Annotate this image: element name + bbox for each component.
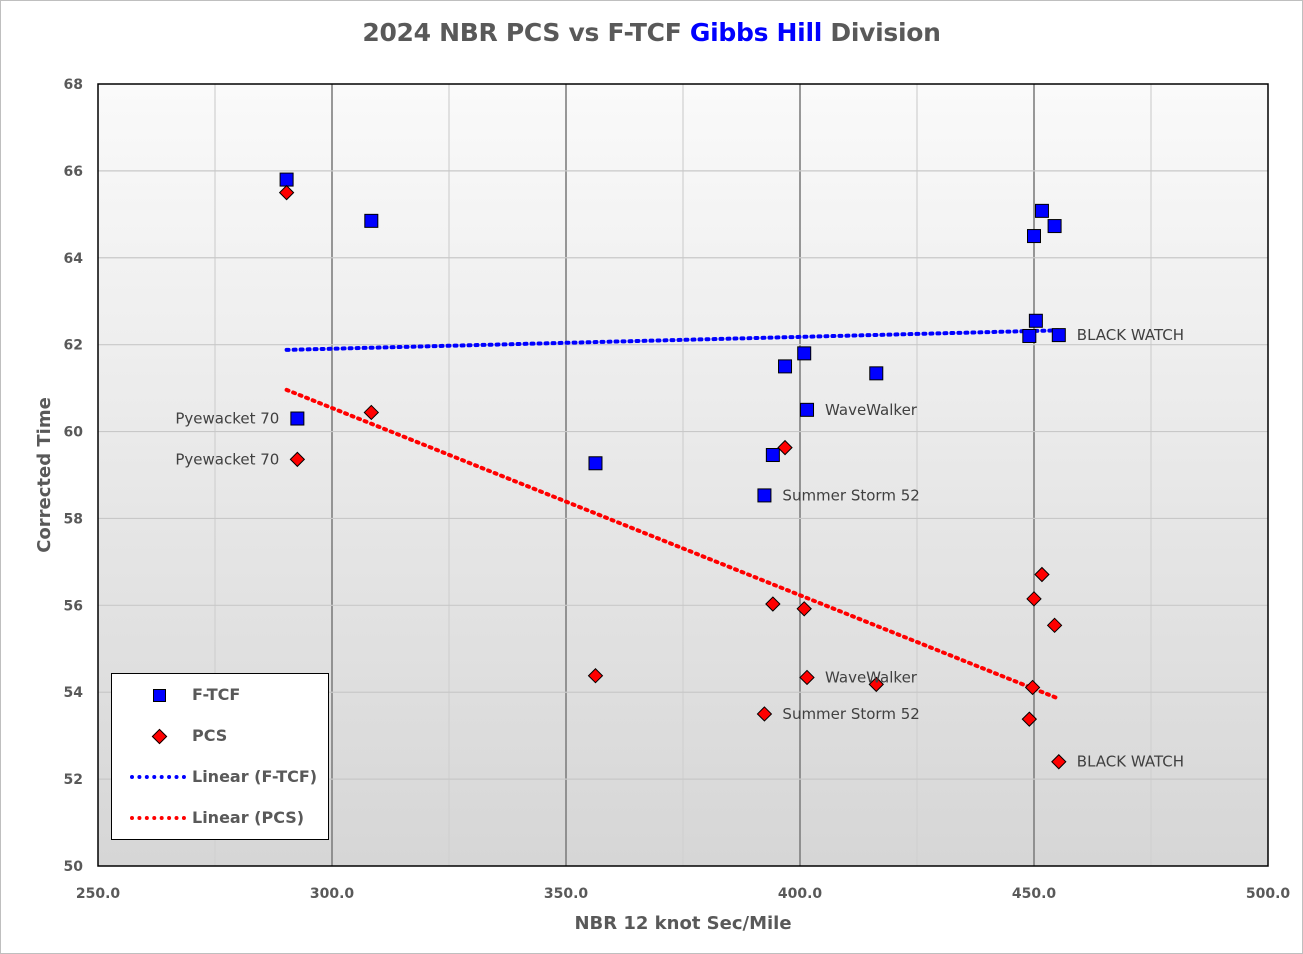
x-tick-label: 300.0 — [310, 886, 355, 902]
data-point-diamond — [777, 439, 793, 456]
x-tick-label: 350.0 — [544, 886, 589, 902]
data-point-square — [1027, 229, 1041, 244]
data-point-square — [765, 448, 780, 463]
legend-item-linear-pcs: Linear (PCS) — [112, 806, 328, 830]
legend-label: Linear (F-TCF) — [192, 767, 318, 786]
legend-label: F-TCF — [192, 685, 241, 704]
point-label: WaveWalker — [825, 668, 918, 686]
data-point-square — [588, 456, 603, 471]
title-prefix: 2024 NBR PCS vs F-TCF — [362, 18, 690, 47]
data-point-diamond — [1024, 679, 1041, 696]
legend-label: Linear (PCS) — [192, 808, 305, 827]
y-tick-label: 54 — [64, 685, 84, 701]
data-point-square — [1028, 313, 1043, 328]
data-point-square — [1034, 203, 1049, 218]
data-point-diamond — [1046, 617, 1063, 634]
data-point-square — [800, 402, 815, 417]
y-tick-label: 56 — [64, 598, 83, 614]
data-point-diamond — [765, 596, 781, 612]
legend: F-TCF PCS Linear (F-TCF) Linear (PCS) — [111, 673, 329, 840]
legend-item-ftcf: F-TCF — [112, 683, 328, 707]
diamond-marker-icon — [151, 728, 168, 745]
data-point-diamond — [1034, 566, 1050, 583]
y-tick-label: 52 — [64, 772, 83, 788]
data-point-diamond — [289, 451, 306, 468]
data-point-diamond — [278, 184, 295, 201]
point-labels: Pyewacket 70 Summer Storm 52 WaveWalker BLA… — [175, 326, 1184, 771]
dotted-line-icon — [130, 775, 186, 779]
data-point-square — [364, 213, 379, 228]
legend-label: PCS — [192, 726, 228, 745]
data-point-diamond — [1026, 591, 1042, 607]
data-point-square — [1022, 328, 1037, 343]
axis-ticks: 250.0 300.0 350.0 400.0 450.0 500.0 50 52 54 56 58… — [64, 77, 1291, 902]
legend-item-pcs: PCS — [112, 724, 328, 748]
data-point-square — [290, 411, 305, 426]
x-axis-title: NBR 12 knot Sec/Mile — [574, 913, 791, 934]
point-label: WaveWalker — [825, 401, 918, 419]
y-tick-label: 60 — [64, 425, 84, 441]
trendline — [284, 387, 1061, 701]
trendline — [284, 328, 1061, 352]
point-label: BLACK WATCH — [1077, 326, 1184, 344]
y-axis-title: Corrected Time — [34, 397, 55, 553]
title-highlight: Gibbs Hill — [689, 18, 822, 47]
y-tick-label: 64 — [64, 251, 84, 267]
data-point-square — [279, 172, 294, 187]
data-point-diamond — [868, 676, 884, 693]
data-point-square — [1047, 219, 1062, 234]
x-tick-label: 450.0 — [1012, 886, 1057, 902]
point-label: BLACK WATCH — [1077, 753, 1184, 771]
y-tick-label: 66 — [64, 164, 83, 180]
gridlines — [98, 84, 1268, 866]
dotted-line-icon — [130, 816, 186, 820]
y-tick-label: 68 — [64, 77, 83, 93]
point-label: Pyewacket 70 — [175, 410, 279, 428]
data-point-diamond — [799, 669, 815, 686]
data-point-diamond — [1021, 711, 1038, 727]
data-point-square — [797, 346, 812, 361]
legend-item-linear-ftcf: Linear (F-TCF) — [112, 765, 328, 789]
data-point-square — [757, 488, 772, 503]
x-tick-label: 400.0 — [778, 886, 823, 902]
data-point-square — [778, 359, 793, 374]
data-points — [278, 172, 1067, 770]
data-point-diamond — [363, 404, 380, 421]
title-suffix: Division — [822, 18, 941, 47]
y-tick-label: 62 — [64, 338, 83, 354]
data-point-diamond — [756, 706, 773, 722]
point-label: Summer Storm 52 — [782, 705, 919, 723]
plot-border — [97, 83, 1269, 867]
trendlines — [284, 328, 1061, 701]
square-marker-icon — [153, 689, 166, 702]
data-point-diamond — [1051, 754, 1067, 770]
point-label: Summer Storm 52 — [782, 486, 919, 504]
y-tick-label: 50 — [64, 859, 84, 875]
x-tick-label: 500.0 — [1246, 886, 1291, 902]
point-label: Pyewacket 70 — [175, 450, 279, 468]
chart-title: 2024 NBR PCS vs F-TCF Gibbs Hill Divisio… — [0, 18, 1303, 47]
data-point-diamond — [796, 601, 812, 617]
data-point-diamond — [587, 668, 604, 684]
x-tick-label: 250.0 — [76, 886, 121, 902]
data-point-square — [869, 366, 884, 381]
y-tick-label: 58 — [64, 511, 83, 527]
data-point-square — [1051, 328, 1066, 343]
